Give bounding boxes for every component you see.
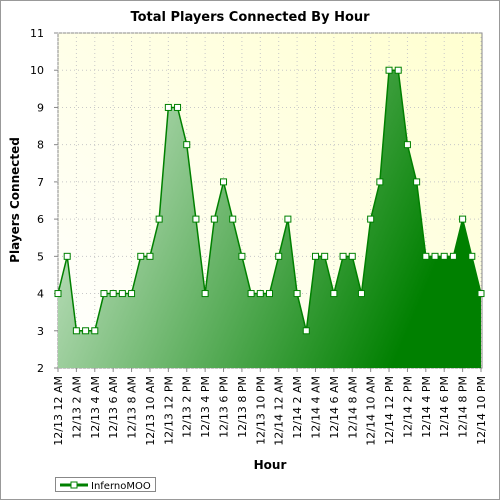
legend (55, 477, 156, 492)
marker (146, 252, 154, 260)
x-tick-label: 12/13 12 PM (162, 376, 175, 445)
marker (100, 290, 108, 298)
marker (201, 290, 209, 298)
x-tick-label: 12/14 4 AM (309, 376, 322, 439)
x-tick-label: 12/14 8 AM (346, 376, 359, 439)
marker (459, 215, 467, 223)
marker (275, 252, 283, 260)
y-tick-label: 7 (37, 176, 44, 189)
x-tick-label: 12/14 4 PM (420, 376, 433, 438)
x-tick-label: 12/13 6 AM (107, 376, 120, 439)
y-tick-label: 10 (30, 64, 44, 77)
marker (321, 252, 329, 260)
marker (266, 290, 273, 298)
marker (91, 327, 99, 335)
marker (192, 215, 200, 223)
marker (477, 290, 485, 298)
marker (164, 103, 172, 111)
marker (229, 215, 237, 223)
x-tick-label: 12/14 6 AM (328, 376, 341, 439)
marker (82, 327, 90, 335)
area (58, 70, 481, 368)
marker (155, 215, 163, 223)
marker (247, 290, 255, 298)
x-tick-label: 12/13 10 AM (144, 376, 157, 446)
x-tick-label: 12/13 4 PM (199, 376, 212, 438)
marker (348, 252, 356, 260)
y-tick-label: 9 (37, 101, 44, 114)
marker (109, 290, 117, 298)
y-tick-label: 2 (37, 362, 44, 375)
marker (422, 252, 430, 260)
marker (394, 66, 402, 74)
x-tick-label: 12/13 12 AM (52, 376, 65, 446)
marker (468, 252, 476, 260)
y-axis-title: Players Connected (8, 137, 22, 263)
marker (174, 103, 182, 111)
marker (403, 141, 411, 149)
x-tick-label: 12/13 2 PM (181, 376, 194, 438)
marker (449, 252, 457, 260)
marker (220, 178, 228, 186)
x-tick-label: 12/13 6 PM (218, 376, 231, 438)
marker (339, 252, 347, 260)
x-tick-label: 12/13 4 AM (89, 376, 102, 439)
marker (302, 327, 310, 335)
marker (376, 178, 384, 186)
marker (238, 252, 246, 260)
y-tick-label: 5 (37, 250, 44, 263)
marker (440, 252, 448, 260)
x-tick-label: 12/14 12 PM (383, 376, 396, 445)
marker (357, 290, 365, 298)
y-tick-label: 11 (30, 27, 44, 40)
marker (256, 290, 264, 298)
y-tick-label: 4 (37, 288, 44, 301)
x-tick-label: 12/14 10 AM (365, 376, 378, 446)
marker (183, 141, 191, 149)
x-tick-label: 12/13 8 AM (126, 376, 139, 439)
marker (385, 66, 393, 74)
x-tick-label: 12/13 2 AM (70, 376, 83, 439)
marker (63, 252, 71, 260)
marker (137, 252, 145, 260)
marker (293, 290, 301, 298)
x-tick-label: 12/13 8 PM (236, 376, 249, 438)
marker (210, 215, 218, 223)
x-tick-label: 12/14 10 PM (475, 376, 488, 445)
marker (367, 215, 375, 223)
x-tick-label: 12/13 10 PM (254, 376, 267, 445)
chart-title: Total Players Connected By Hour (130, 10, 370, 25)
x-tick-label: 12/14 2 PM (401, 376, 414, 438)
x-tick-label: 12/14 2 AM (291, 376, 304, 439)
marker (54, 290, 62, 298)
marker (330, 290, 338, 298)
x-tick-label: 12/14 8 PM (457, 376, 470, 438)
x-tick-label: 12/14 6 PM (438, 376, 451, 438)
y-tick-label: 3 (37, 325, 44, 338)
marker (413, 178, 421, 186)
marker (118, 290, 126, 298)
x-axis-title: Hour (254, 458, 287, 472)
legend-label: InfernoMOO (91, 481, 151, 492)
y-tick-label: 8 (37, 139, 44, 152)
marker (431, 252, 439, 260)
marker (72, 327, 80, 335)
marker (128, 290, 136, 298)
y-tick-label: 6 (37, 213, 44, 226)
legend-marker (70, 481, 78, 489)
marker (311, 252, 319, 260)
x-tick-label: 12/14 12 AM (273, 376, 286, 446)
marker (284, 215, 292, 223)
